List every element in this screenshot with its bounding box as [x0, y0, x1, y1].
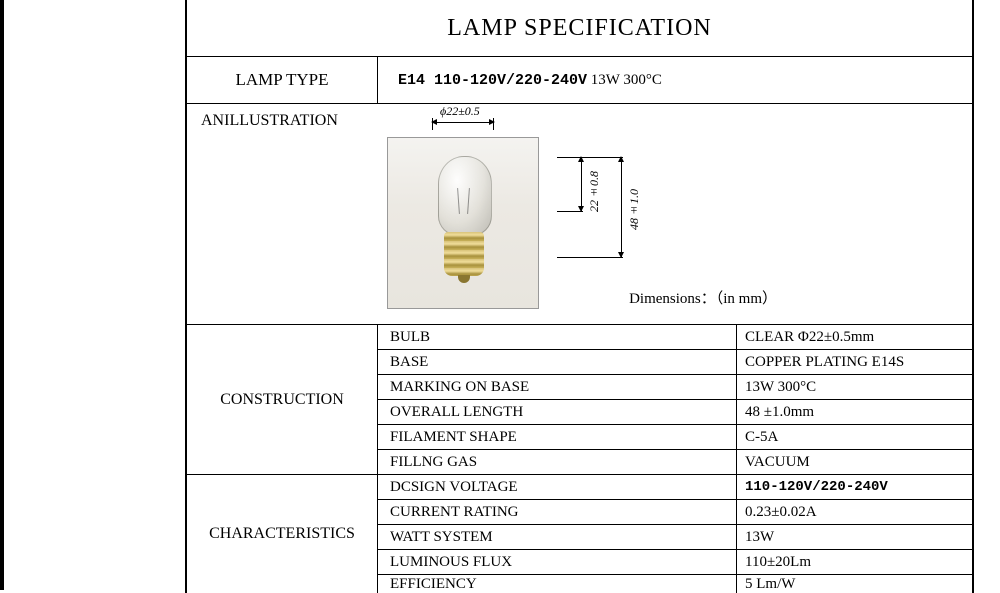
illustration-area: ϕ22±0.5 22±0.8	[387, 112, 767, 312]
row-value: VACUUM	[737, 450, 972, 474]
row-value: 13W	[737, 525, 972, 549]
lamp-photo	[387, 137, 539, 309]
row-label: CURRENT RATING	[378, 500, 737, 524]
table-row: CURRENT RATING0.23±0.02A	[378, 500, 972, 525]
lamp-type-label: LAMP TYPE	[187, 57, 378, 103]
characteristics-section: CHARACTERISTICS DCSIGN VOLTAGE 110-120V/2…	[187, 475, 972, 593]
row-label: LUMINOUS FLUX	[378, 550, 737, 574]
row-label: FILLNG GAS	[378, 450, 737, 474]
dimensions-note: Dimensions：（in mm）	[629, 287, 777, 308]
title-row: LAMP SPECIFICATION	[187, 0, 972, 57]
table-row: EFFICIENCY5 Lm/W	[378, 575, 972, 593]
characteristics-rows: DCSIGN VOLTAGE 110-120V/220-240V CURRENT …	[378, 475, 972, 593]
illustration-label: ANILLUSTRATION	[201, 112, 338, 130]
row-value: C-5A	[737, 425, 972, 449]
table-row: LUMINOUS FLUX110±20Lm	[378, 550, 972, 575]
row-value: COPPER PLATING E14S	[737, 350, 972, 374]
sheet-title: LAMP SPECIFICATION	[447, 15, 711, 41]
row-value: 110±20Lm	[737, 550, 972, 574]
characteristics-label: CHARACTERISTICS	[187, 475, 378, 593]
lamp-type-row: LAMP TYPE E14 110-120V/220-240V 13W 300°…	[187, 57, 972, 104]
construction-rows: BULBCLEAR Φ22±0.5mm BASECOPPER PLATING E…	[378, 325, 972, 474]
row-value: 48 ±1.0mm	[737, 400, 972, 424]
row-label: OVERALL LENGTH	[378, 400, 737, 424]
row-label: FILAMENT SHAPE	[378, 425, 737, 449]
row-label: MARKING ON BASE	[378, 375, 737, 399]
table-row: DCSIGN VOLTAGE 110-120V/220-240V	[378, 475, 972, 500]
lamp-type-voltage: E14 110-120V/220-240V	[398, 72, 587, 89]
table-row: OVERALL LENGTH 48 ±1.0mm	[378, 400, 972, 425]
row-value: CLEAR Φ22±0.5mm	[737, 325, 972, 349]
table-row: FILAMENT SHAPEC-5A	[378, 425, 972, 450]
dimension-h2-text: 48±1.0	[627, 189, 642, 230]
lamp-type-rest: 13W 300°C	[587, 72, 662, 88]
row-value-bold: 110-120V/220-240V	[745, 479, 888, 495]
table-row: BASECOPPER PLATING E14S	[378, 350, 972, 375]
row-label: BASE	[378, 350, 737, 374]
bulb-tip	[458, 275, 470, 283]
row-label: WATT SYSTEM	[378, 525, 737, 549]
page-left-border	[0, 0, 4, 590]
row-label: DCSIGN VOLTAGE	[378, 475, 737, 499]
row-value: 0.23±0.02A	[737, 500, 972, 524]
table-row: FILLNG GASVACUUM	[378, 450, 972, 474]
spec-sheet: LAMP SPECIFICATION LAMP TYPE E14 110-120…	[185, 0, 974, 593]
row-label: EFFICIENCY	[378, 575, 737, 593]
lamp-type-value: E14 110-120V/220-240V 13W 300°C	[378, 72, 972, 89]
bulb-filament	[454, 188, 474, 216]
row-value: 110-120V/220-240V	[737, 475, 972, 499]
dimension-width: ϕ22±0.5	[432, 110, 494, 136]
construction-section: CONSTRUCTION BULBCLEAR Φ22±0.5mm BASECOP…	[187, 325, 972, 475]
dimension-h2: 48±1.0	[597, 157, 677, 277]
construction-label: CONSTRUCTION	[187, 325, 378, 474]
dimension-width-text: ϕ22±0.5	[440, 104, 480, 119]
row-label: BULB	[378, 325, 737, 349]
bulb-base	[444, 232, 484, 276]
row-value: 13W 300°C	[737, 375, 972, 399]
table-row: MARKING ON BASE 13W 300°C	[378, 375, 972, 400]
table-row: WATT SYSTEM13W	[378, 525, 972, 550]
illustration-row: ANILLUSTRATION ϕ22±0.5 22±0.8	[187, 104, 972, 325]
row-value: 5 Lm/W	[737, 575, 972, 593]
table-row: BULBCLEAR Φ22±0.5mm	[378, 325, 972, 350]
